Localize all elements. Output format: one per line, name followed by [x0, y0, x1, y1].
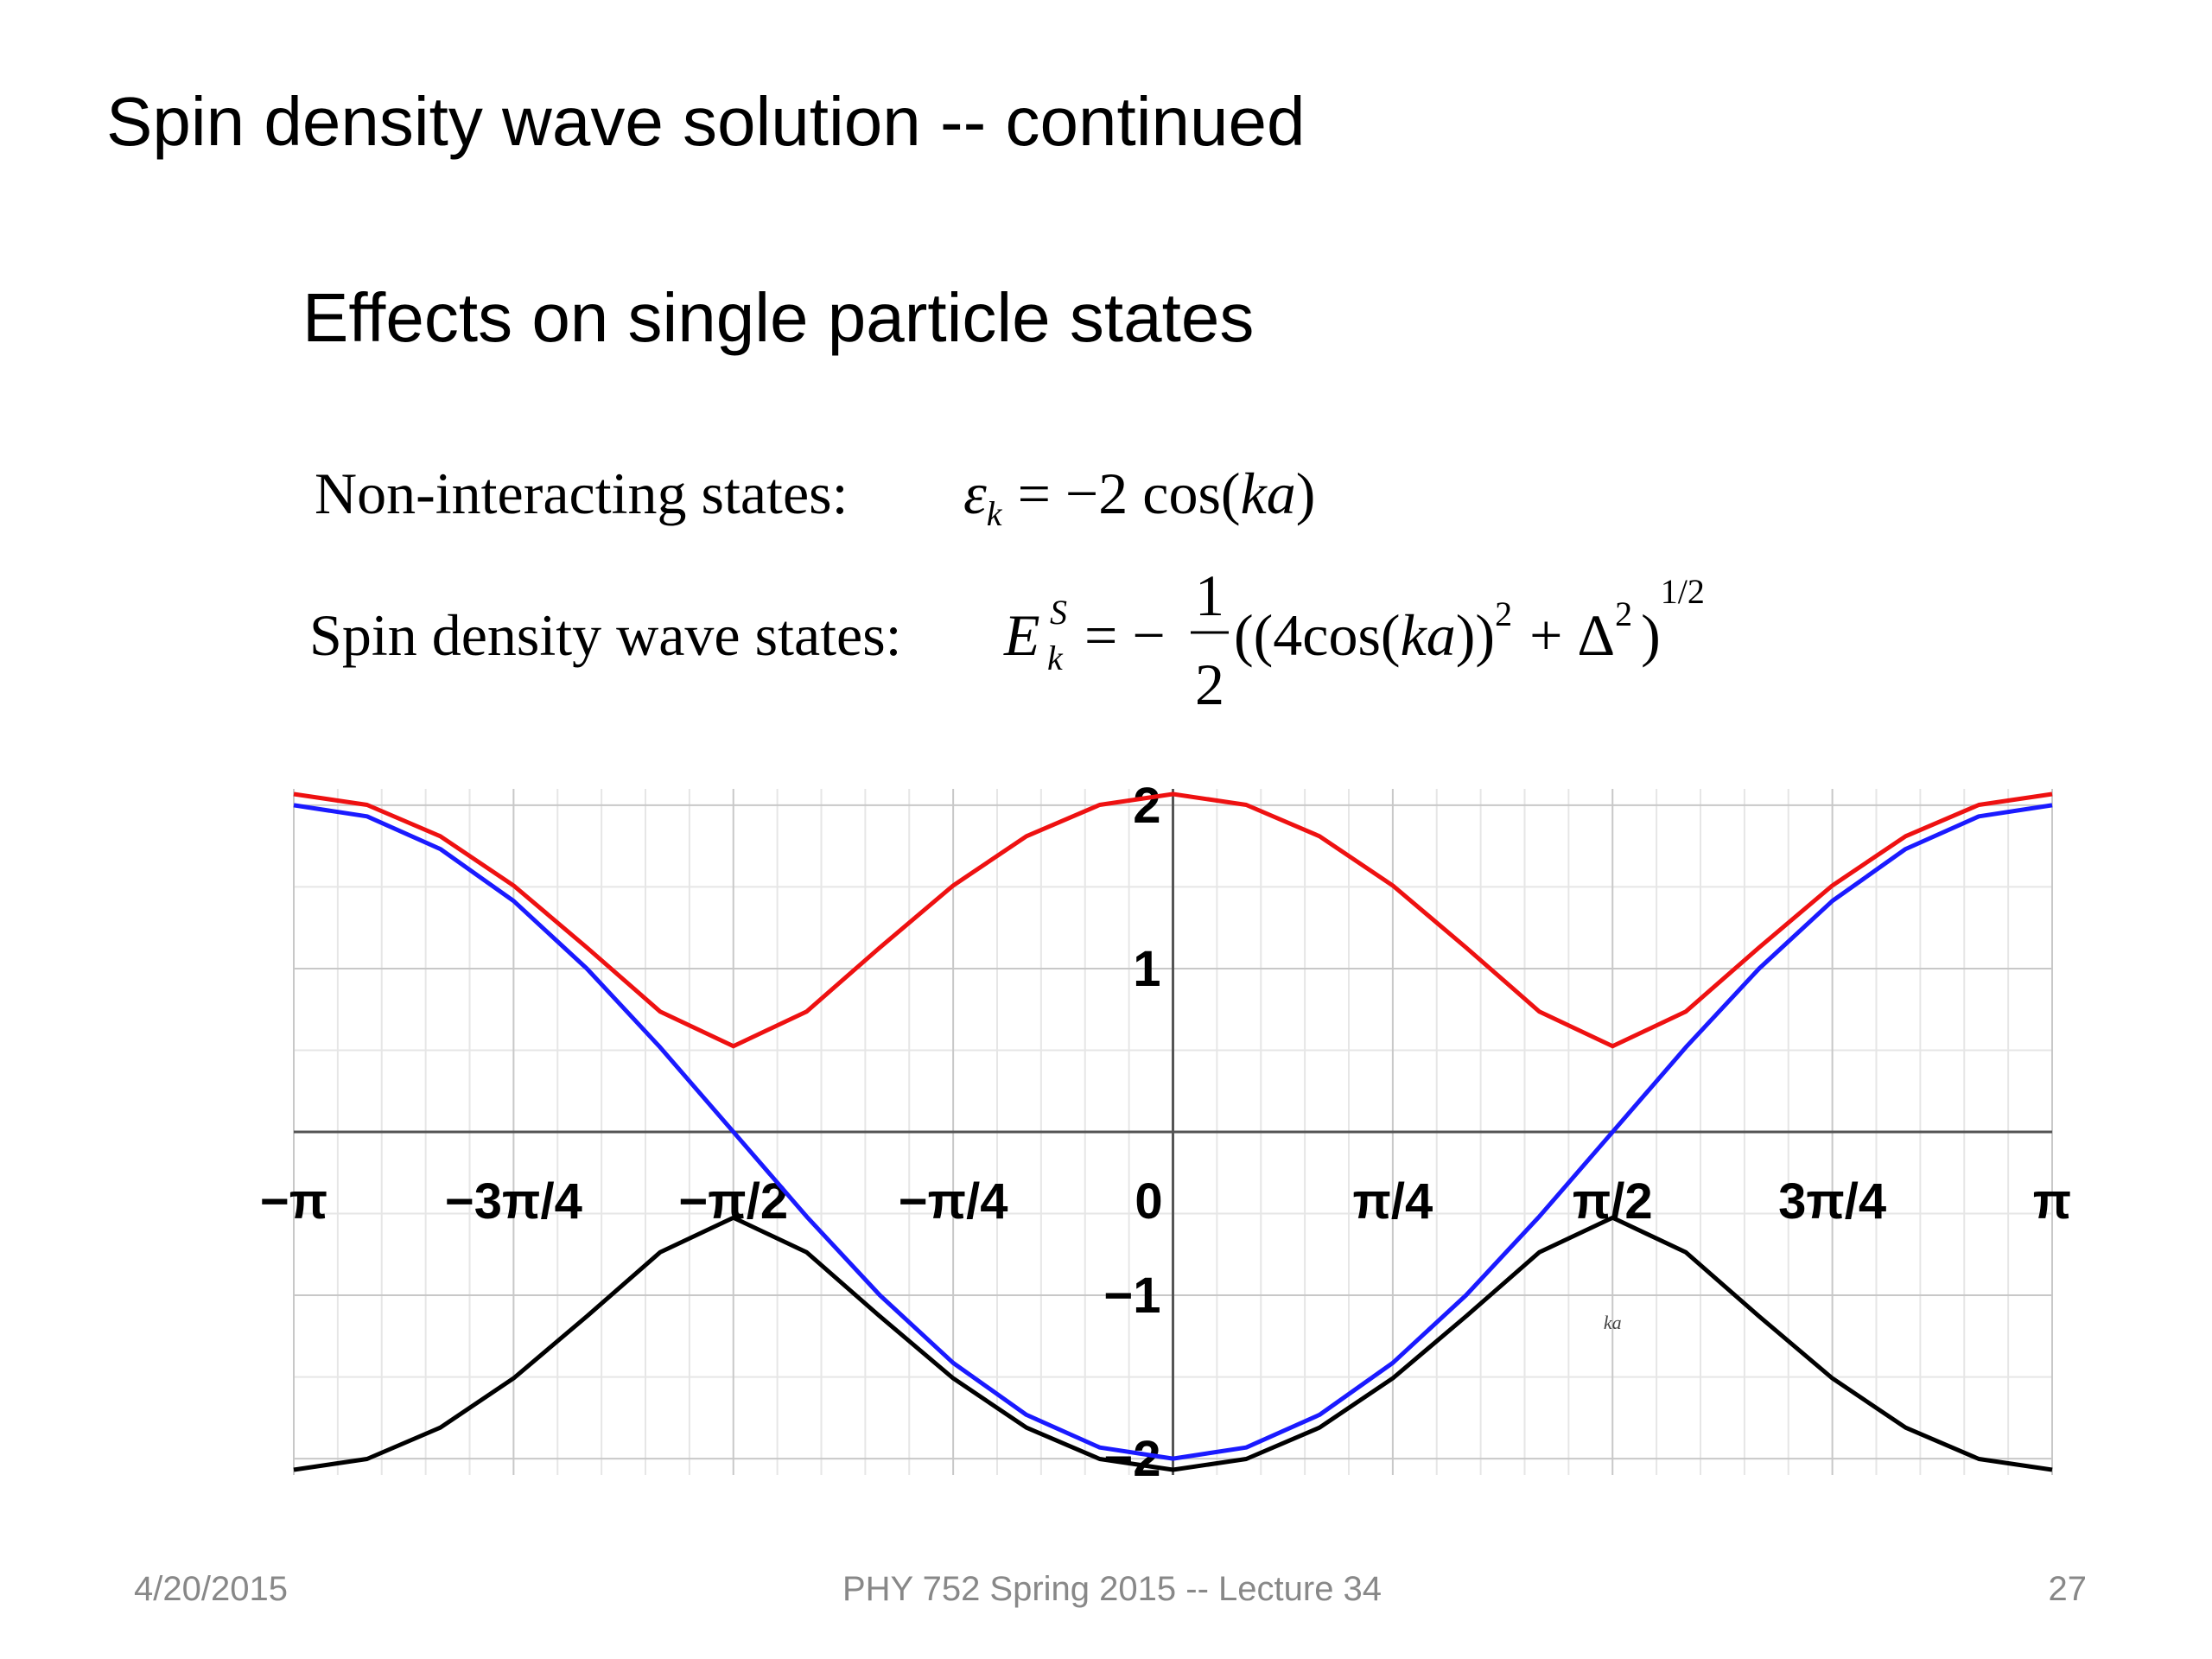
eq-part: 2: [1195, 652, 1224, 717]
eq-equation: ((4cos(ka))2 + Δ2)1/2: [1234, 572, 1705, 668]
x-tick-label: π/4: [1352, 1173, 1433, 1230]
eq-part: S: [1050, 593, 1067, 632]
eq-part: 2: [1615, 594, 1632, 633]
eq-part: E: [1003, 602, 1040, 668]
equation-2: Spin density wave states: E S k = − 1 2 …: [309, 563, 1705, 717]
slide-subtitle: Effects on single particle states: [302, 279, 1254, 356]
eq-part: ): [1641, 602, 1661, 668]
series-line: [293, 791, 2053, 1049]
eq-part: = −: [1084, 602, 1166, 668]
eq-part: ka: [1401, 602, 1456, 668]
equation-label: Spin density wave states:: [309, 602, 902, 668]
eq-part: ((4cos(: [1234, 602, 1401, 668]
eq-part: k: [987, 494, 1003, 533]
x-tick-label: −π: [260, 1173, 327, 1230]
eq-part: + Δ: [1529, 602, 1615, 668]
equation-1: Non-interacting states: εk = −2 cos(ka): [315, 461, 1315, 533]
eq-part: ka: [1241, 461, 1296, 526]
eq-part: )): [1456, 602, 1495, 668]
eq-part: 1: [1195, 563, 1224, 628]
eq-part: k: [1047, 639, 1064, 677]
y-tick-label: 1: [1133, 941, 1160, 997]
x-tick-label: −π/2: [678, 1173, 788, 1230]
y-tick-label: −1: [1103, 1268, 1160, 1324]
series-line: [293, 803, 2053, 1461]
footer-course: PHY 752 Spring 2015 -- Lecture 34: [842, 1570, 1382, 1608]
x-tick-label: π/2: [1573, 1173, 1653, 1230]
y-tick-label: 2: [1133, 778, 1160, 834]
x-axis-label: ka: [1604, 1312, 1622, 1333]
series-line: [293, 1215, 2053, 1472]
slide-title: Spin density wave solution -- continued: [106, 83, 1305, 160]
eq-part: ε: [963, 461, 987, 526]
footer-date: 4/20/2015: [134, 1570, 288, 1608]
x-tick-label: 0: [1135, 1173, 1162, 1230]
eq-part: ): [1296, 461, 1316, 526]
equation: εk = −2 cos(ka): [963, 461, 1315, 533]
x-tick-label: π: [2033, 1173, 2071, 1230]
equation-label: Non-interacting states:: [315, 461, 848, 526]
eq-part: = −2 cos(: [1018, 461, 1241, 526]
x-tick-label: 3π/4: [1778, 1173, 1886, 1230]
x-tick-label: −3π/4: [445, 1173, 582, 1230]
eq-part: 2: [1495, 594, 1512, 633]
eq-part: 1/2: [1661, 572, 1705, 611]
x-tick-label: −π/4: [899, 1173, 1008, 1230]
footer-page: 27: [2049, 1570, 2088, 1608]
